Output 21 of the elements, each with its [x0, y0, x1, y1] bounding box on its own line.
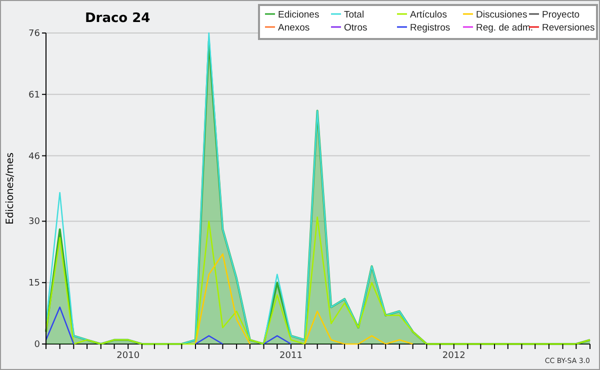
y-tick-label: 76: [28, 29, 40, 39]
chart-title: Draco 24: [85, 11, 150, 26]
y-tick-label: 46: [28, 152, 40, 162]
x-tick-label: 2012: [442, 351, 466, 361]
y-axis-title: Ediciones/mes: [5, 152, 16, 225]
legend-label: Ediciones: [278, 10, 320, 20]
legend-label: Total: [344, 10, 364, 20]
y-tick-label: 30: [28, 217, 40, 228]
legend-label: Registros: [410, 22, 450, 34]
legend-label: Reg. de adm.: [476, 22, 534, 34]
legend-label: Reversiones: [542, 22, 596, 34]
legend-label: Anexos: [278, 22, 310, 34]
legend-label: Proyecto: [542, 10, 580, 20]
y-tick-label: 0: [34, 340, 40, 350]
legend-label: Artículos: [410, 10, 448, 20]
x-tick-label: 2010: [116, 351, 140, 361]
x-tick-label: 2011: [280, 351, 302, 361]
y-tick-label: 15: [28, 278, 40, 289]
legend-label: Otros: [344, 22, 368, 34]
legend-label: Discusiones: [476, 10, 528, 20]
y-tick-label: 61: [28, 90, 40, 100]
